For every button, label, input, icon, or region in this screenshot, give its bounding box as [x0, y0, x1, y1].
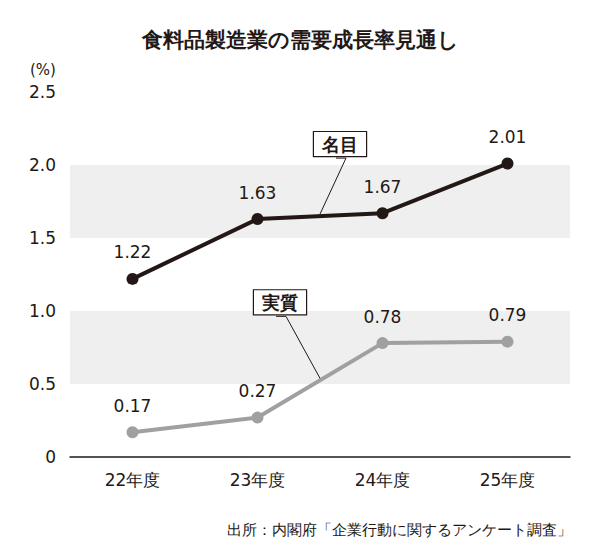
svg-text:24年度: 24年度 — [355, 470, 411, 490]
svg-text:2.01: 2.01 — [489, 127, 527, 147]
svg-text:(%): (%) — [30, 61, 56, 79]
svg-text:出所：内閣府「企業行動に関するアンケート調査」: 出所：内閣府「企業行動に関するアンケート調査」 — [227, 521, 572, 539]
svg-text:2.5: 2.5 — [29, 82, 56, 102]
svg-text:23年度: 23年度 — [230, 470, 286, 490]
svg-text:22年度: 22年度 — [105, 470, 161, 490]
svg-text:0: 0 — [45, 447, 56, 467]
svg-text:0.17: 0.17 — [114, 396, 152, 416]
svg-text:1.5: 1.5 — [29, 228, 56, 248]
svg-text:0.78: 0.78 — [364, 307, 402, 327]
svg-text:0.27: 0.27 — [239, 381, 277, 401]
svg-text:2.0: 2.0 — [29, 155, 56, 175]
svg-text:1.0: 1.0 — [29, 301, 56, 321]
svg-text:0.79: 0.79 — [489, 305, 527, 325]
svg-text:1.67: 1.67 — [364, 177, 402, 197]
svg-text:0.5: 0.5 — [29, 374, 56, 394]
svg-text:1.22: 1.22 — [114, 242, 152, 262]
svg-text:1.63: 1.63 — [239, 183, 277, 203]
svg-text:実質: 実質 — [261, 292, 298, 313]
svg-text:名目: 名目 — [321, 134, 358, 155]
svg-text:25年度: 25年度 — [480, 470, 536, 490]
svg-text:食料品製造業の需要成長率見通し: 食料品製造業の需要成長率見通し — [141, 28, 459, 52]
